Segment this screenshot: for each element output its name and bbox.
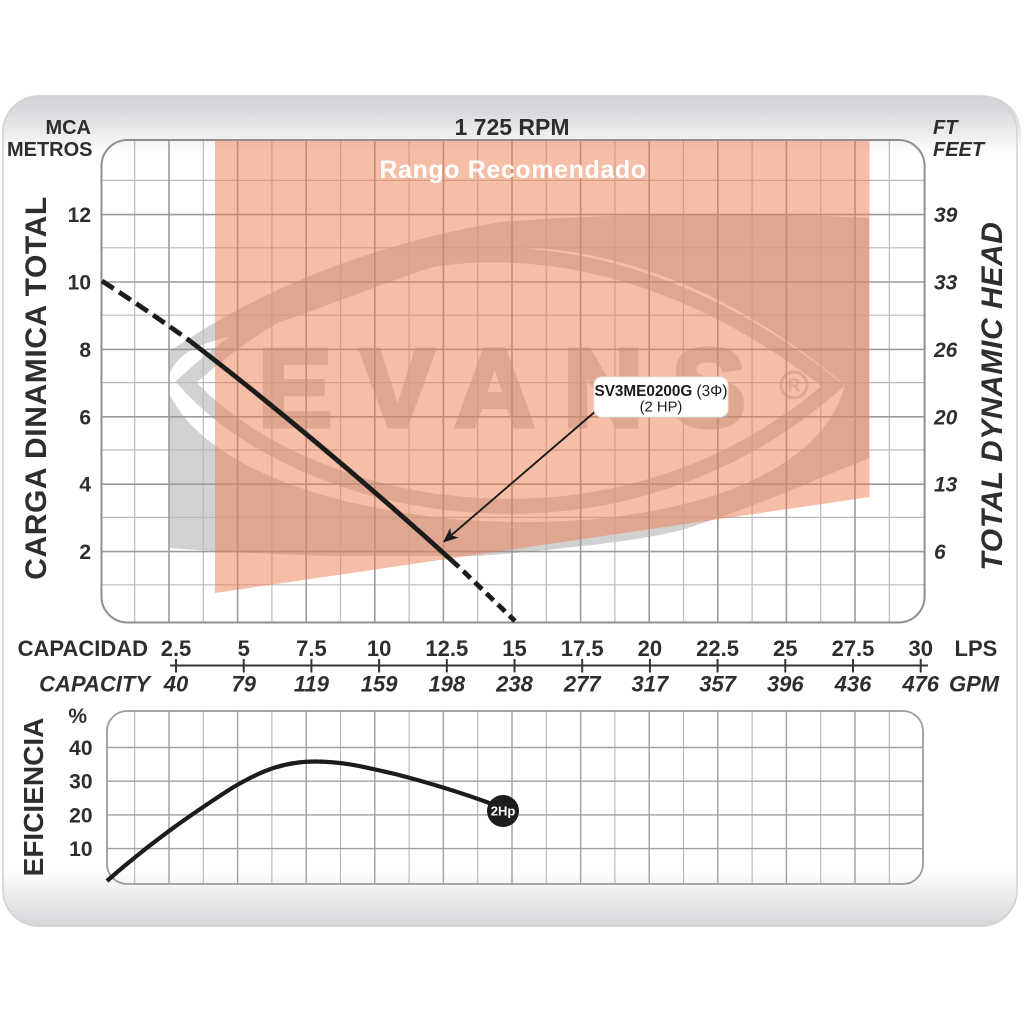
svg-text:Rango Recomendado: Rango Recomendado (379, 156, 646, 184)
svg-text:CARGA DINAMICA TOTAL: CARGA DINAMICA TOTAL (20, 196, 53, 580)
svg-text:30: 30 (908, 636, 932, 661)
svg-text:436: 436 (834, 672, 872, 697)
svg-text:LPS: LPS (955, 636, 998, 661)
svg-text:27.5: 27.5 (832, 636, 875, 661)
svg-text:GPM: GPM (949, 672, 1000, 697)
svg-text:119: 119 (294, 672, 330, 697)
svg-text:2Hp: 2Hp (491, 804, 516, 819)
svg-text:20: 20 (69, 804, 92, 827)
svg-text:277: 277 (563, 672, 602, 697)
svg-text:40: 40 (163, 672, 189, 697)
svg-text:39: 39 (934, 204, 958, 227)
svg-text:5: 5 (238, 636, 250, 661)
svg-text:13: 13 (934, 474, 958, 497)
svg-text:4: 4 (79, 474, 91, 497)
svg-text:2: 2 (79, 541, 91, 564)
svg-text:22.5: 22.5 (696, 636, 739, 661)
svg-text:317: 317 (632, 672, 670, 697)
svg-text:METROS: METROS (7, 139, 93, 161)
svg-text:25: 25 (773, 636, 797, 661)
svg-text:159: 159 (361, 672, 398, 697)
svg-text:238: 238 (495, 672, 533, 697)
svg-text:10: 10 (69, 838, 92, 861)
svg-text:33: 33 (934, 272, 958, 295)
svg-text:30: 30 (69, 771, 92, 794)
svg-text:%: % (68, 705, 87, 728)
svg-text:79: 79 (231, 672, 256, 697)
svg-text:6: 6 (934, 541, 946, 564)
svg-text:2.5: 2.5 (161, 636, 192, 661)
svg-text:FEET: FEET (933, 139, 986, 161)
svg-text:MCA: MCA (45, 117, 91, 139)
svg-text:12.5: 12.5 (425, 636, 468, 661)
svg-text:7.5: 7.5 (296, 636, 327, 661)
svg-text:FT: FT (933, 117, 959, 139)
svg-text:20: 20 (933, 406, 958, 429)
svg-text:12: 12 (68, 204, 91, 227)
svg-text:357: 357 (699, 672, 737, 697)
svg-text:(2 HP): (2 HP) (640, 400, 683, 416)
svg-text:TOTAL DYNAMIC HEAD: TOTAL DYNAMIC HEAD (976, 221, 1009, 570)
svg-text:EFICIENCIA: EFICIENCIA (18, 718, 49, 877)
svg-text:40: 40 (69, 737, 92, 760)
svg-text:15: 15 (502, 636, 526, 661)
svg-text:20: 20 (638, 636, 662, 661)
svg-text:198: 198 (428, 672, 465, 697)
svg-text:26: 26 (933, 339, 958, 362)
svg-text:CAPACITY: CAPACITY (39, 672, 152, 697)
svg-text:10: 10 (68, 272, 91, 295)
svg-text:8: 8 (79, 339, 91, 362)
svg-text:10: 10 (367, 636, 391, 661)
svg-text:396: 396 (767, 672, 804, 697)
svg-text:17.5: 17.5 (561, 636, 604, 661)
svg-text:SV3ME0200G (3Φ): SV3ME0200G (3Φ) (595, 383, 728, 400)
svg-text:CAPACIDAD: CAPACIDAD (18, 636, 148, 661)
svg-text:1 725 RPM: 1 725 RPM (454, 114, 569, 140)
svg-text:6: 6 (79, 406, 91, 429)
svg-text:476: 476 (901, 672, 939, 697)
